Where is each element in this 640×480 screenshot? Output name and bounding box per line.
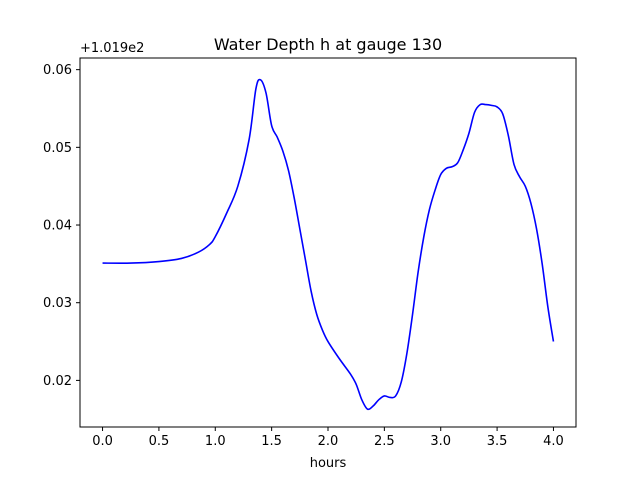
x-tick-label: 3.0 bbox=[430, 434, 451, 449]
y-tick-label: 0.03 bbox=[43, 296, 72, 311]
x-tick-label: 2.5 bbox=[374, 434, 395, 449]
x-axis: 0.0 0.5 1.0 1.5 2.0 2.5 3.0 3.5 4.0 bbox=[92, 427, 564, 449]
y-axis: 0.02 0.03 0.04 0.05 0.06 bbox=[43, 63, 80, 389]
series-line bbox=[102, 78, 555, 411]
plot-frame bbox=[79, 57, 577, 428]
x-tick-label: 4.0 bbox=[543, 434, 564, 449]
y-tick-label: 0.04 bbox=[43, 219, 72, 234]
y-tick-label: 0.02 bbox=[43, 374, 72, 389]
y-axis-offset-label: +1.019e2 bbox=[80, 41, 144, 56]
x-tick-label: 2.0 bbox=[318, 434, 339, 449]
x-tick-label: 3.5 bbox=[487, 434, 508, 449]
x-tick-label: 0.5 bbox=[149, 434, 170, 449]
y-tick-label: 0.06 bbox=[43, 63, 72, 78]
x-tick-label: 1.0 bbox=[205, 434, 226, 449]
x-tick-label: 0.0 bbox=[92, 434, 113, 449]
chart-title: Water Depth h at gauge 130 bbox=[214, 35, 442, 54]
x-axis-label: hours bbox=[310, 456, 347, 471]
x-tick-label: 1.5 bbox=[261, 434, 282, 449]
y-tick-label: 0.05 bbox=[43, 141, 72, 156]
